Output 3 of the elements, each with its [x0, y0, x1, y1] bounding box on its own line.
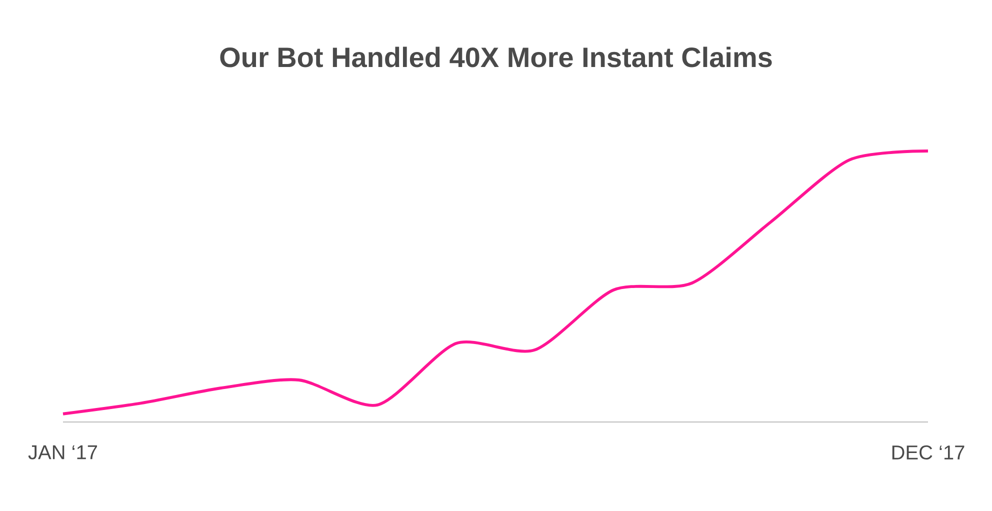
x-tick-label: JAN ‘17	[28, 445, 97, 460]
chart-title: Our Bot Handled 40X More Instant Claims	[220, 46, 772, 68]
x-tick-label: DEC ‘17	[892, 445, 964, 460]
